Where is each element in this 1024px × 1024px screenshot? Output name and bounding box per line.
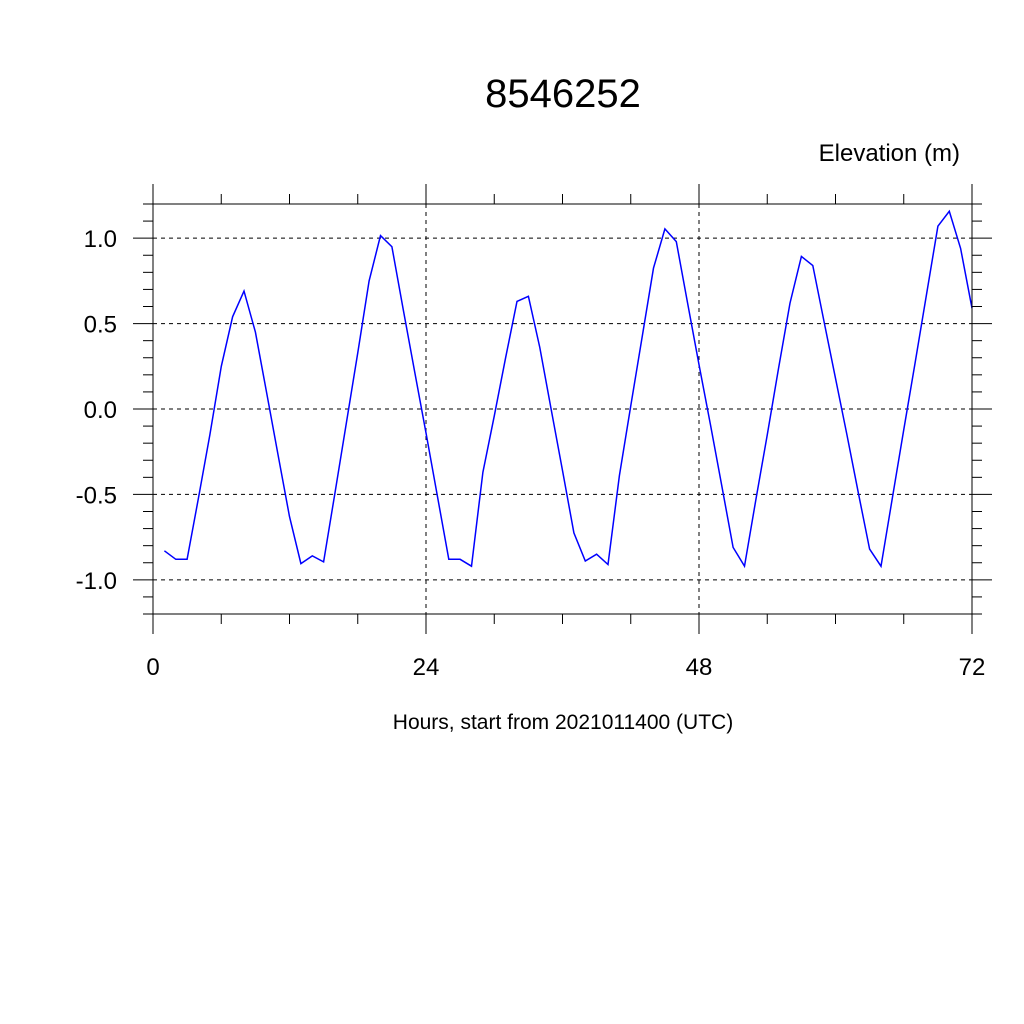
- y-tick-label: -0.5: [76, 482, 117, 509]
- ticks: [133, 184, 992, 634]
- right-label: Elevation (m): [819, 140, 960, 167]
- tick-labels: 0 24 48 72 1.0 0.5 0.0 -0.5 -1.0: [76, 226, 986, 681]
- x-tick-label: 0: [146, 654, 159, 681]
- y-tick-label: 0.5: [84, 312, 117, 339]
- x-tick-label: 24: [413, 654, 440, 681]
- y-tick-label: 0.0: [84, 397, 117, 424]
- y-tick-label: 1.0: [84, 226, 117, 253]
- grid: [153, 204, 972, 614]
- x-tick-label: 72: [959, 654, 986, 681]
- series-line: [163, 209, 973, 569]
- y-tick-label: -1.0: [76, 568, 117, 595]
- plot-frame: [152, 203, 973, 615]
- x-tick-label: 48: [686, 654, 713, 681]
- series: [163, 209, 973, 569]
- chart-title: 8546252: [485, 72, 641, 116]
- x-axis-label: Hours, start from 2021011400 (UTC): [393, 711, 733, 734]
